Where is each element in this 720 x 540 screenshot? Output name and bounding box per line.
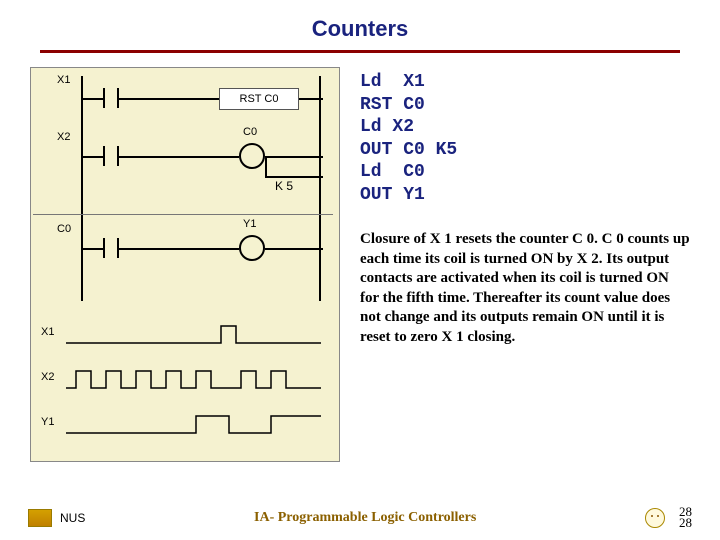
label-x2: X2 bbox=[57, 131, 70, 143]
rst-box: RST C0 bbox=[219, 88, 299, 110]
coil-y1-label: Y1 bbox=[243, 218, 256, 230]
smiley-icon bbox=[645, 508, 665, 528]
footer-title: IA- Programmable Logic Controllers bbox=[85, 510, 645, 526]
footer-org: NUS bbox=[60, 511, 85, 525]
coil-c0 bbox=[239, 143, 265, 169]
footer-page: 28 28 bbox=[679, 507, 692, 528]
ladder-rails: RST C0 C0 K 5 Y1 bbox=[81, 76, 321, 301]
title-underline bbox=[40, 50, 680, 53]
ladder-diagram: X1 X2 C0 RST C0 C0 K 5 bbox=[30, 67, 340, 462]
page-num-b: 28 bbox=[679, 518, 692, 528]
k5-label: K 5 bbox=[275, 179, 293, 193]
coil-y1 bbox=[239, 235, 265, 261]
right-column: Ld X1 RST C0 Ld X2 OUT C0 K5 Ld C0 OUT Y… bbox=[360, 67, 690, 462]
footer-logo-icon bbox=[28, 509, 52, 527]
footer: NUS IA- Programmable Logic Controllers 2… bbox=[0, 507, 720, 528]
slide-title: Counters bbox=[0, 0, 720, 50]
instruction-list: Ld X1 RST C0 Ld X2 OUT C0 K5 Ld C0 OUT Y… bbox=[360, 71, 690, 206]
label-c0: C0 bbox=[57, 223, 71, 235]
description-text: Closure of X 1 resets the counter C 0. C… bbox=[360, 230, 690, 347]
timing-diagram: X1 X2 Y1 bbox=[41, 318, 331, 453]
label-x1: X1 bbox=[57, 74, 70, 86]
coil-c0-label: C0 bbox=[243, 126, 257, 138]
main-content: X1 X2 C0 RST C0 C0 K 5 bbox=[0, 67, 720, 462]
